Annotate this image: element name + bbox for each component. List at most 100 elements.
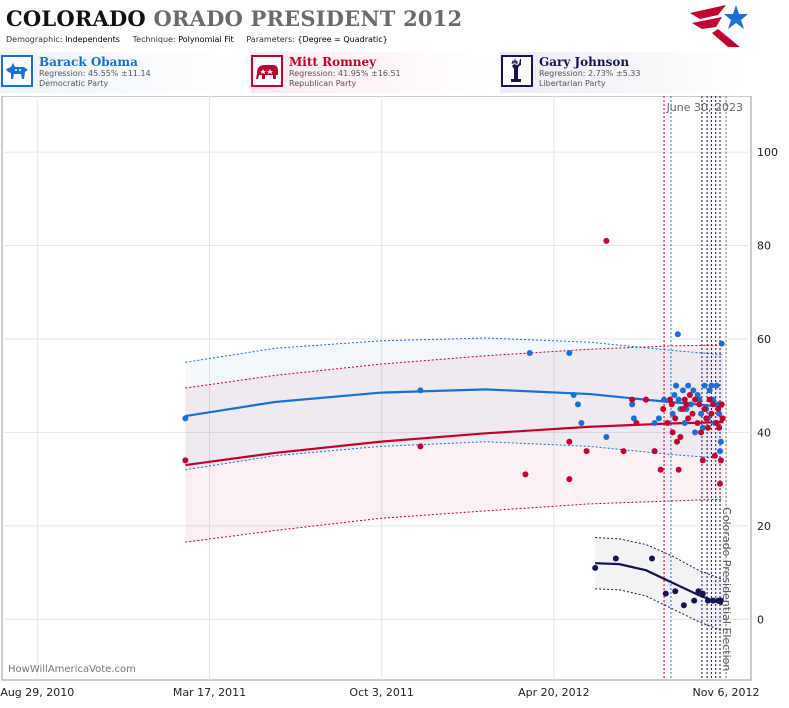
poll-point (629, 401, 636, 408)
poll-point (706, 396, 713, 403)
poll-point (681, 420, 688, 427)
poll-point (680, 602, 687, 609)
poll-point (717, 597, 724, 604)
poll-point (648, 555, 655, 562)
poll-point (570, 392, 577, 399)
poll-point (672, 415, 679, 422)
poll-point (717, 480, 724, 487)
y-tick-label: 40 (757, 426, 771, 439)
poll-point (417, 387, 424, 394)
poll-point (708, 382, 715, 389)
poll-point (710, 597, 717, 604)
poll-point (675, 396, 682, 403)
confidence-band (185, 338, 724, 470)
technique-label: Technique: (132, 35, 176, 44)
poll-point (673, 382, 680, 389)
poll-point (660, 406, 667, 413)
poll-point (578, 420, 585, 427)
poll-point (681, 396, 688, 403)
poll-point (592, 564, 599, 571)
y-tick-label: 20 (757, 520, 771, 533)
y-tick-label: 0 (757, 613, 764, 626)
poll-point (708, 410, 715, 417)
poll-point (630, 415, 637, 422)
candidate-details: Regression: 2.73% ±5.33 Libertarian Part… (539, 69, 640, 89)
poll-point (704, 597, 711, 604)
band-edge-line (595, 537, 723, 581)
band-edge-line (185, 337, 724, 363)
y-tick-label: 60 (757, 333, 771, 346)
poll-point (685, 415, 692, 422)
poll-point (603, 237, 610, 244)
poll-point (686, 392, 693, 399)
poll-point (566, 349, 573, 356)
candidate-johnson: Gary Johnson Regression: 2.73% ±5.33 Lib… (500, 52, 748, 93)
poll-point (696, 396, 703, 403)
poll-point (417, 443, 424, 450)
poll-point (683, 401, 690, 408)
poll-point (690, 387, 697, 394)
poll-point (526, 349, 533, 356)
poll-point (671, 392, 678, 399)
poll-point (668, 401, 675, 408)
poll-point (704, 424, 711, 431)
candidate-details: Regression: 41.95% ±16.51 Republican Par… (289, 69, 401, 89)
poll-point (715, 406, 722, 413)
poll-point (692, 429, 699, 436)
poll-point (717, 438, 724, 445)
poll-point (717, 448, 724, 455)
poll-point (667, 396, 674, 403)
title-rest: ORADO PRESIDENT 2012 (153, 6, 463, 31)
poll-point (713, 382, 720, 389)
candidate-obama: Barack Obama Regression: 45.55% ±11.14 D… (0, 52, 248, 93)
poll-point (706, 387, 713, 394)
site-logo-icon (690, 5, 748, 47)
poll-point (669, 429, 676, 436)
poll-point (717, 457, 724, 464)
x-tick-label: Mar 17, 2011 (173, 686, 246, 699)
poll-point (711, 452, 718, 459)
candidate-party: Democratic Party (39, 79, 109, 88)
poll-point (675, 466, 682, 473)
chart-parameters: Demographic: Independents Technique: Pol… (6, 35, 388, 44)
confidence-band (595, 537, 723, 631)
poll-point (718, 340, 725, 347)
band-edge-line (185, 498, 724, 543)
poll-point (685, 382, 692, 389)
poll-point (701, 406, 708, 413)
candidate-regression: Regression: 2.73% ±5.33 (539, 69, 641, 78)
poll-point (655, 415, 662, 422)
x-tick-label: Apr 20, 2012 (518, 686, 590, 699)
poll-point (679, 406, 686, 413)
candidate-legend: Barack Obama Regression: 45.55% ±11.14 D… (0, 52, 750, 93)
poll-chart: 0 20 40 60 80 100 Aug 29, 2010 Mar 17, 2011 Oct … (0, 95, 778, 699)
poll-point (673, 438, 680, 445)
poll-point (699, 424, 706, 431)
poll-point (620, 448, 627, 455)
poll-point (710, 401, 717, 408)
candidate-name: Barack Obama (39, 55, 138, 69)
poll-point (651, 448, 658, 455)
candidate-name: Gary Johnson (539, 55, 630, 69)
header: COLORADO ORADO PRESIDENT 2012 Demographi… (0, 0, 789, 50)
poll-point (687, 401, 694, 408)
current-date-label: June 30, 2023 (666, 101, 743, 114)
poll-point (674, 331, 681, 338)
statue-of-liberty-icon (501, 55, 533, 87)
candidate-party: Republican Party (289, 79, 357, 88)
poll-point (664, 420, 671, 427)
candidate-party: Libertarian Party (539, 79, 606, 88)
y-tick-label: 80 (757, 240, 771, 253)
candidate-romney: Mitt Romney Regression: 41.95% ±16.51 Re… (250, 52, 498, 93)
poll-point (661, 396, 668, 403)
poll-point (642, 396, 649, 403)
band-edge-line (185, 344, 724, 389)
poll-point (612, 555, 619, 562)
x-tick-label: Oct 3, 2011 (349, 686, 414, 699)
parameters-value: {Degree = Quadratic} (297, 35, 388, 44)
page-title: COLORADO ORADO PRESIDENT 2012 (6, 6, 462, 31)
poll-point (694, 420, 701, 427)
poll-point (182, 457, 189, 464)
poll-point (566, 438, 573, 445)
parameters-label: Parameters: (246, 35, 295, 44)
